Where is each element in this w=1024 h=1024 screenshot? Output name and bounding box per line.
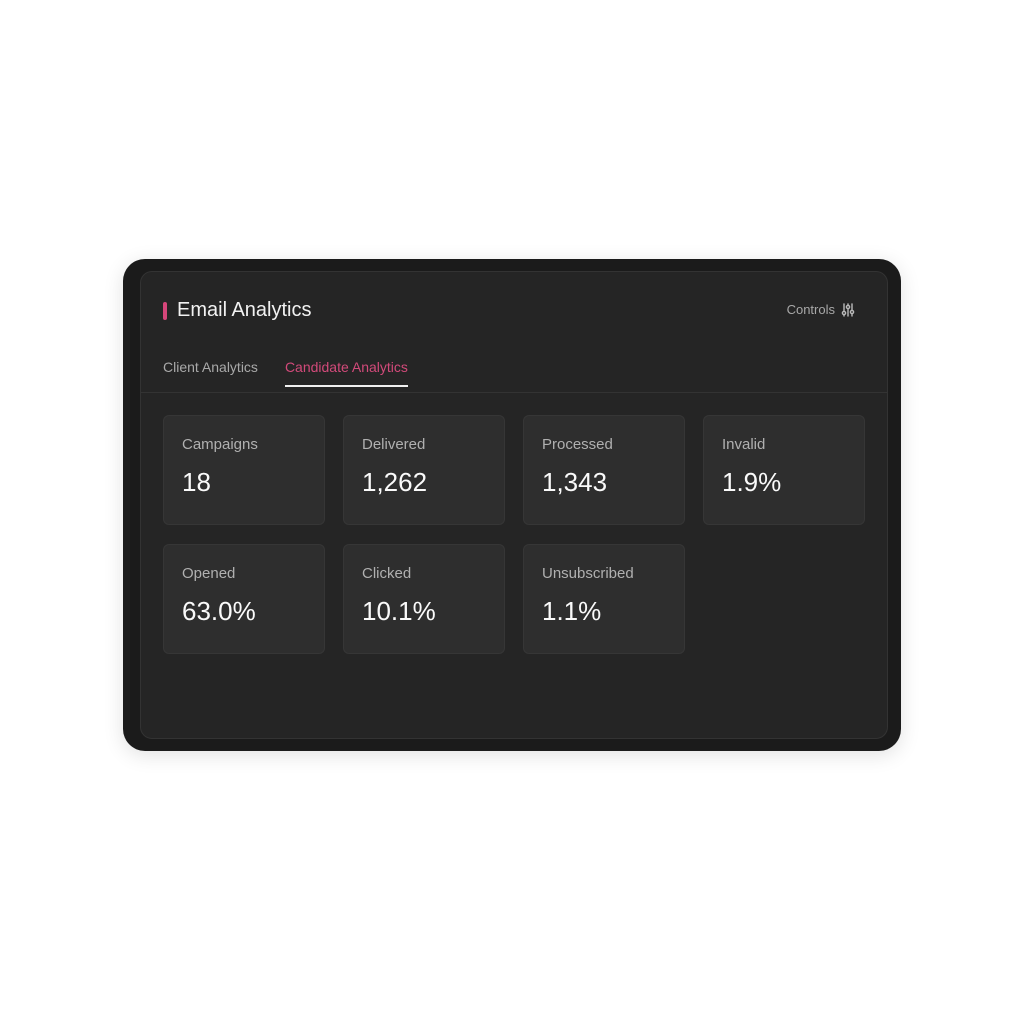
- metric-label: Invalid: [722, 436, 766, 453]
- metric-value: 63.0%: [182, 596, 256, 626]
- controls-button[interactable]: Controls: [787, 302, 855, 317]
- title-accent-bar: [163, 301, 167, 320]
- metric-card-processed: Processed 1,343: [523, 415, 685, 525]
- metric-card-unsubscribed: Unsubscribed 1.1%: [523, 544, 685, 654]
- header: Email Analytics: [163, 299, 312, 322]
- metrics-grid: Campaigns 18 Delivered 1,262 Processed 1,34…: [163, 415, 865, 654]
- metric-label: Campaigns: [182, 436, 258, 453]
- metric-card-campaigns: Campaigns 18: [163, 415, 325, 525]
- metric-value: 1,343: [542, 467, 608, 497]
- tab-bar: Client Analytics Candidate Analytics: [163, 359, 435, 387]
- email-analytics-panel: Email Analytics Controls Client Analytic…: [140, 271, 888, 739]
- metric-label: Clicked: [362, 565, 412, 582]
- tab-candidate-analytics[interactable]: Candidate Analytics: [284, 359, 408, 387]
- metric-card-delivered: Delivered 1,262: [343, 415, 505, 525]
- metric-label: Processed: [542, 436, 613, 453]
- metric-card-opened: Opened 63.0%: [163, 544, 325, 654]
- device-frame: Email Analytics Controls Client Analytic…: [123, 259, 901, 751]
- tab-client-analytics[interactable]: Client Analytics: [163, 359, 258, 375]
- controls-label: Controls: [786, 302, 835, 317]
- tab-divider: [141, 392, 887, 393]
- metric-label: Delivered: [362, 436, 426, 453]
- metric-card-invalid: Invalid 1.9%: [703, 415, 865, 525]
- metric-label: Opened: [182, 565, 236, 582]
- metric-value: 1,262: [362, 467, 428, 497]
- metric-value: 18: [182, 467, 211, 497]
- metric-label: Unsubscribed: [542, 565, 634, 582]
- metric-value: 1.9%: [722, 467, 782, 497]
- sliders-icon: [841, 302, 855, 317]
- metric-card-clicked: Clicked 10.1%: [343, 544, 505, 654]
- page-title: Email Analytics: [177, 299, 312, 321]
- metric-value: 10.1%: [362, 596, 436, 626]
- metric-value: 1.1%: [542, 596, 602, 626]
